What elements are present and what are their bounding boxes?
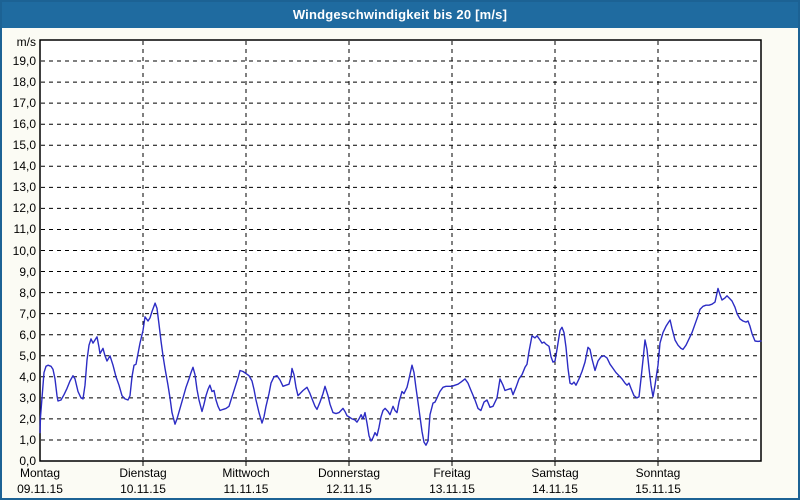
x-day-label: Samstag	[531, 466, 579, 480]
wind-speed-line	[39, 287, 762, 446]
y-tick-label: 13,0	[12, 180, 36, 195]
x-date-label: 14.11.15	[532, 482, 578, 496]
x-day-label: Mittwoch	[222, 466, 270, 480]
y-tick-label: 1,0	[19, 432, 36, 447]
y-tick-label: 10,0	[12, 243, 36, 258]
y-tick-label: 0,0	[19, 454, 36, 468]
y-tick-label: 7,0	[19, 306, 36, 321]
x-day-label: Montag	[19, 466, 61, 480]
x-date-label: 13.11.15	[429, 482, 475, 496]
x-date-label: 09.11.15	[17, 482, 63, 496]
y-tick-label: 12,0	[12, 201, 36, 216]
x-day-label: Donnerstag	[317, 466, 381, 480]
x-date-label: 10.11.15	[120, 482, 166, 496]
y-tick-label: 5,0	[19, 348, 36, 363]
y-tick-label: 2,0	[19, 411, 36, 426]
y-tick-label: 11,0	[13, 222, 36, 237]
y-tick-label: 17,0	[12, 96, 36, 111]
y-tick-label: 4,0	[19, 369, 36, 384]
y-tick-label: 16,0	[12, 117, 36, 132]
plot-area	[39, 39, 762, 462]
y-tick-label: 9,0	[19, 264, 36, 279]
y-tick-label: 3,0	[19, 390, 36, 405]
titlebar: Windgeschwindigkeit bis 20 [m/s]	[0, 0, 800, 28]
x-date-label: 15.11.15	[635, 482, 681, 496]
y-tick-label: 15,0	[12, 138, 36, 153]
y-tick-label: 19,0	[12, 54, 36, 69]
y-tick-label: 6,0	[19, 327, 36, 342]
x-day-label: Sonntag	[635, 466, 681, 480]
y-tick-label: 8,0	[19, 285, 36, 300]
y-axis-unit-label: m/s	[16, 35, 36, 49]
x-date-label: 11.11.15	[223, 482, 269, 496]
x-date-label: 12.11.15	[326, 482, 372, 496]
window-title: Windgeschwindigkeit bis 20 [m/s]	[292, 6, 508, 22]
x-day-label: Dienstag	[119, 466, 167, 480]
y-tick-label: 14,0	[12, 159, 36, 174]
x-day-label: Freitag	[433, 466, 471, 480]
y-tick-label: 18,0	[12, 75, 36, 90]
